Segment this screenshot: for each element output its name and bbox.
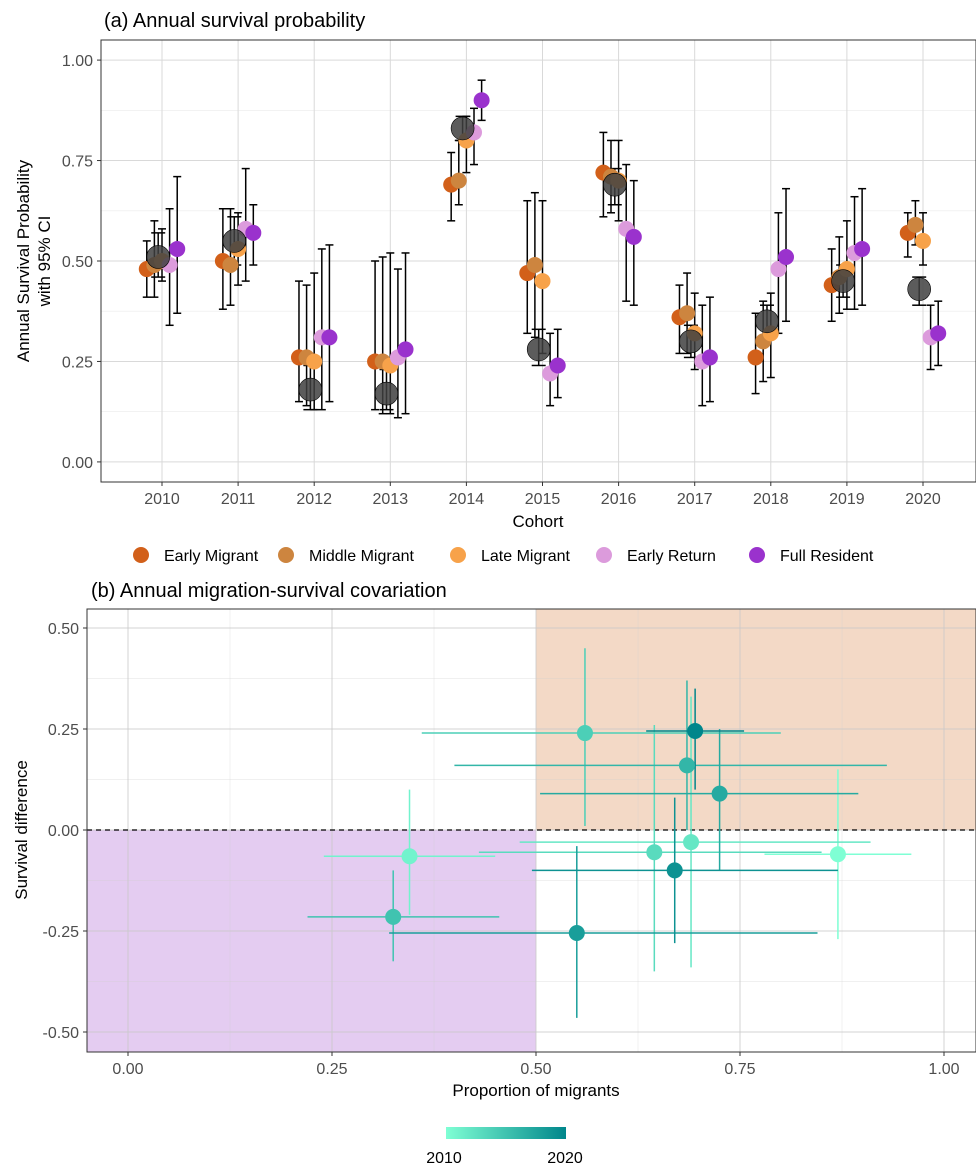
panel-a-x-tick-label: 2020 (905, 491, 941, 508)
panel-a-legend-swatch (596, 547, 612, 563)
panel-a-y-axis-label-line2: with 95% CI (35, 216, 54, 308)
panel-b-point (711, 785, 728, 802)
panel-b-title: (b) Annual migration-survival covariatio… (91, 580, 447, 602)
panel-a-y-tick-label: 0.75 (62, 154, 93, 171)
panel-b-shaded-region (536, 609, 976, 830)
panel-a-point (930, 325, 947, 342)
panel-b-y-axis-label: Survival difference (12, 760, 31, 900)
panel-a-overall-point (222, 229, 247, 253)
panel-a-point (321, 329, 338, 346)
panel-a-overall-point (831, 269, 855, 293)
panel-a-point (450, 172, 467, 189)
panel-b-y-tick-label: -0.50 (43, 1025, 80, 1042)
panel-b-x-tick-label: 0.00 (112, 1061, 143, 1078)
panel-a-legend-label: Early Migrant (164, 548, 259, 565)
panel-b-x-axis-label: Proportion of migrants (452, 1081, 619, 1100)
panel-a-point (534, 273, 551, 290)
panel-a-point (397, 341, 414, 358)
panel-b-point (646, 844, 663, 861)
panel-b-x-tick-label: 0.50 (520, 1061, 551, 1078)
panel-a-x-tick-label: 2015 (525, 491, 561, 508)
colorbar-low-label: 2010 (426, 1150, 462, 1166)
panel-a-legend-swatch (278, 547, 294, 563)
panel-a-x-axis-label: Cohort (512, 512, 563, 531)
panel-b-point (385, 908, 402, 925)
panel-b-y-tick-label: -0.25 (43, 924, 80, 941)
panel-a-x-tick-label: 2019 (829, 491, 865, 508)
panel-a-point (747, 349, 764, 366)
panel-b-colorbar-legend: 2010 2020 (426, 1127, 583, 1166)
panel-b-point (829, 846, 846, 863)
panel-a-overall-point (526, 337, 551, 362)
panel-a-legend-swatch (749, 547, 765, 563)
panel-a-point (854, 240, 871, 257)
panel-b-shaded-region (87, 830, 536, 1052)
panel-a-overall-point (298, 377, 323, 402)
panel-b-x-tick-label: 1.00 (928, 1061, 959, 1078)
panel-a-point (770, 261, 787, 278)
panel-a-x-tick-label: 2011 (221, 491, 256, 508)
panel-a-legend-label: Early Return (627, 548, 716, 565)
panel-a-x-tick-label: 2010 (144, 491, 180, 508)
panel-a-legend: Early Migrant Middle Migrant Late Migrant E… (133, 547, 874, 565)
panel-a-overall-point (450, 116, 475, 141)
panel-b-point (568, 925, 585, 942)
panel-a-point (778, 248, 795, 265)
panel-b-plot: 0.00 0.25 0.50 0.75 1.00 -0.50 -0.25 0.00 0.25 0.… (43, 608, 976, 1078)
panel-a-legend-label: Full Resident (780, 548, 874, 565)
panel-a-overall-point (755, 309, 779, 334)
panel-a-x-tick-label: 2012 (296, 491, 332, 508)
panel-a-y-tick-label: 0.50 (62, 254, 93, 271)
panel-a-point (222, 257, 239, 274)
panel-b-frame (86, 608, 976, 1053)
panel-b-point (666, 862, 683, 879)
panel-a-overall-point (146, 245, 170, 269)
panel-a-y-tick-label: 0.25 (62, 354, 93, 371)
panel-a-overall-point (679, 329, 703, 354)
panel-a-overall-point (907, 277, 931, 301)
panel-a-overall-point (374, 381, 399, 406)
colorbar-high-label: 2020 (547, 1150, 583, 1166)
panel-a-legend-label: Late Migrant (481, 548, 570, 565)
panel-a-y-tick-label: 1.00 (62, 53, 93, 70)
panel-b-point (401, 848, 418, 865)
panel-a-point (625, 228, 642, 245)
panel-a-x-tick-label: 2018 (753, 491, 789, 508)
panel-a-point (907, 216, 924, 233)
panel-b-point (576, 725, 593, 742)
panel-a-frame (100, 39, 976, 483)
panel-b-y-tick-label: 0.00 (48, 823, 79, 840)
panel-a-point (473, 92, 490, 109)
colorbar (446, 1127, 566, 1139)
panel-b-point (687, 723, 704, 740)
panel-a-x-tick-label: 2017 (677, 491, 713, 508)
panel-a-point (245, 224, 262, 241)
panel-a-point (169, 240, 186, 257)
panel-a-title: (a) Annual survival probability (104, 10, 365, 32)
panel-a-y-axis-label-line1: Annual Survival Probability (14, 159, 33, 362)
panel-a-x-tick-label: 2016 (601, 491, 637, 508)
panel-b-y-tick-label: 0.50 (48, 621, 79, 638)
panel-a-point (306, 353, 323, 370)
panel-b-y-tick-label: 0.25 (48, 722, 79, 739)
panel-b-x-tick-label: 0.25 (316, 1061, 347, 1078)
panel-a-legend-label: Middle Migrant (309, 548, 414, 565)
panel-a-point (526, 257, 543, 274)
panel-a-x-tick-label: 2013 (373, 491, 409, 508)
panel-a-plot: 0.00 0.25 0.50 0.75 1.00 2010 2011 2012 2013 2014… (62, 39, 976, 508)
panel-a-point (679, 305, 696, 322)
panel-a-legend-swatch (133, 547, 149, 563)
panel-a-x-tick-label: 2014 (449, 491, 485, 508)
panel-a-point (549, 357, 566, 374)
panel-a-point (701, 349, 718, 366)
panel-a-y-tick-label: 0.00 (62, 455, 93, 472)
panel-b-point (683, 834, 700, 851)
panel-a-point (915, 232, 931, 249)
panel-a-overall-point (602, 172, 627, 197)
panel-b-point (678, 757, 695, 774)
panel-b-x-tick-label: 0.75 (724, 1061, 755, 1078)
panel-a-legend-swatch (450, 547, 466, 563)
